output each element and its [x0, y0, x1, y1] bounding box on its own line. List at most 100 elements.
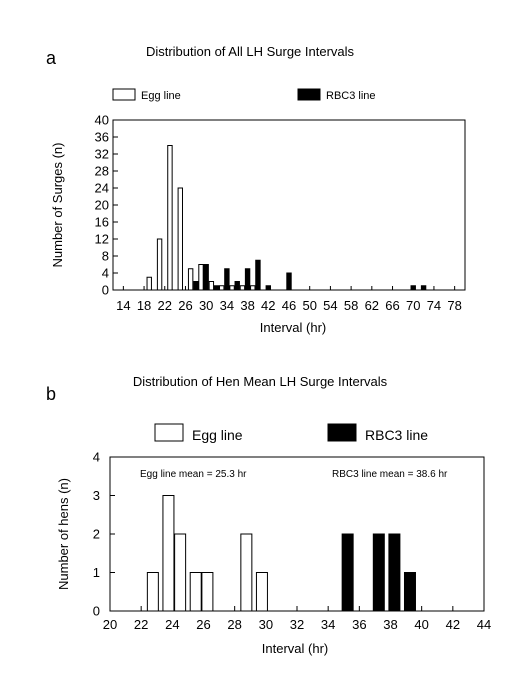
- panel-a-y-tick-label: 0: [102, 283, 109, 298]
- panel-a-x-tick-label: 58: [344, 298, 358, 313]
- panel-a-bar-egg: [187, 268, 194, 291]
- panel-b-x-tick-label: 36: [352, 617, 366, 632]
- panel-b-bars: [146, 495, 416, 612]
- panel-a-x-tick-label: 78: [447, 298, 461, 313]
- panel-b-x-tick-label: 20: [103, 617, 117, 632]
- panel-a-bar-rbc3: [234, 281, 240, 291]
- panel-a-x-axis: 14 18 22 26 30 34 38 42 46 50 54 58 62 66 70 74 78: [116, 286, 462, 313]
- panel-b-x-tick-label: 40: [414, 617, 428, 632]
- panel-a-x-tick-label: 18: [137, 298, 151, 313]
- panel-a-legend-swatch-rbc3: [297, 88, 321, 101]
- panel-b-x-tick-label: 30: [259, 617, 273, 632]
- panel-a-plot-frame: [112, 119, 466, 291]
- panel-b-x-tick-label: 34: [321, 617, 335, 632]
- panel-a-y-tick-label: 16: [95, 215, 109, 230]
- panel-a-bar-egg: [208, 281, 215, 291]
- panel-a-bar-rbc3: [286, 272, 292, 291]
- panel-a: a Distribution of All LH Surge Intervals…: [46, 44, 466, 335]
- panel-b-legend-swatch-rbc3: [327, 423, 357, 442]
- panel-a-bar-egg: [219, 285, 225, 291]
- panel-a-y-axis: 0 4 8 12 16 20 24 28 32 36 40: [95, 113, 118, 298]
- panel-a-y-tick-label: 32: [95, 147, 109, 162]
- panel-a-bar-rbc3: [193, 281, 199, 291]
- panel-b-bar-egg: [146, 572, 159, 612]
- panel-b-bar-egg: [174, 533, 187, 612]
- panel-b-legend: Egg line RBC3 line: [154, 423, 428, 443]
- panel-a-bar-egg: [177, 187, 183, 291]
- panel-a-x-tick-label: 62: [365, 298, 379, 313]
- panel-b-x-tick-label: 32: [290, 617, 304, 632]
- panel-a-bar-rbc3: [265, 285, 271, 291]
- panel-b-x-tick-label: 42: [446, 617, 460, 632]
- panel-a-bar-egg: [198, 264, 204, 291]
- panel-a-x-tick-label: 50: [302, 298, 316, 313]
- panel-a-bar-egg: [156, 238, 163, 291]
- panel-b-y-tick-label: 0: [93, 604, 100, 619]
- panel-a-x-tick-label: 34: [220, 298, 234, 313]
- panel-a-y-tick-label: 8: [102, 249, 109, 264]
- panel-b-bar-rbc3: [388, 533, 401, 612]
- panel-a-legend-label-rbc3: RBC3 line: [326, 90, 376, 102]
- panel-a-x-tick-label: 30: [199, 298, 213, 313]
- panel-b-bar-rbc3: [372, 533, 385, 612]
- panel-a-y-axis-label: Number of Surges (n): [50, 143, 65, 268]
- panel-b-y-tick-label: 3: [93, 488, 100, 503]
- panel-a-y-tick-label: 4: [102, 266, 109, 281]
- panel-a-x-axis-label: Interval (hr): [260, 320, 326, 335]
- panel-b-x-tick-label: 38: [383, 617, 397, 632]
- panel-b-legend-label-egg: Egg line: [192, 427, 243, 443]
- panel-b-bar-rbc3: [341, 533, 354, 612]
- panel-a-y-tick-label: 28: [95, 164, 109, 179]
- panel-a-bar-egg: [167, 145, 173, 291]
- panel-a-bar-rbc3: [224, 268, 230, 291]
- panel-a-x-tick-label: 42: [261, 298, 275, 313]
- panel-a-y-tick-label: 12: [95, 232, 109, 247]
- panel-b-bar-egg: [255, 572, 268, 612]
- panel-a-bar-egg: [146, 276, 152, 291]
- panel-b-x-tick-label: 44: [477, 617, 491, 632]
- panel-a-bar-rbc3: [255, 259, 261, 291]
- panel-b-annotation-egg-mean: Egg line mean = 25.3 hr: [140, 469, 247, 480]
- panel-b-x-tick-label: 26: [196, 617, 210, 632]
- panel-a-x-tick-label: 66: [385, 298, 399, 313]
- panel-a-legend-swatch-egg: [112, 88, 136, 101]
- panel-a-bar-egg: [239, 285, 246, 291]
- panel-b-x-tick-label: 24: [165, 617, 179, 632]
- panel-b-y-axis-label: Number of hens (n): [56, 478, 71, 590]
- panel-a-x-tick-label: 26: [178, 298, 192, 313]
- panel-a-title: Distribution of All LH Surge Intervals: [146, 44, 355, 59]
- panel-a-bar-egg: [250, 285, 256, 291]
- panel-a-bars: [146, 145, 427, 291]
- panel-b-bar-egg: [162, 495, 175, 612]
- panel-a-x-tick-label: 46: [282, 298, 296, 313]
- panel-a-x-tick-label: 74: [427, 298, 441, 313]
- panel-b-bar-egg: [189, 572, 202, 612]
- panel-b-x-tick-label: 28: [227, 617, 241, 632]
- panel-b-title: Distribution of Hen Mean LH Surge Interv…: [133, 374, 388, 389]
- panel-a-legend-label-egg: Egg line: [141, 90, 181, 102]
- panel-a-label: a: [46, 48, 57, 68]
- panel-a-x-tick-label: 38: [240, 298, 254, 313]
- panel-a-y-tick-label: 36: [95, 130, 109, 145]
- panel-a-bar-egg: [229, 285, 235, 291]
- panel-a-y-tick-label: 24: [95, 181, 109, 196]
- panel-b-annotation-rbc3-mean: RBC3 line mean = 38.6 hr: [332, 469, 448, 480]
- panel-b-x-axis-label: Interval (hr): [262, 641, 328, 656]
- panel-b-x-tick-label: 22: [134, 617, 148, 632]
- panel-b-legend-swatch-egg: [154, 423, 184, 442]
- panel-a-bar-rbc3: [213, 285, 220, 291]
- panel-a-legend: Egg line RBC3 line: [112, 88, 376, 102]
- panel-b-bar-egg: [240, 533, 253, 612]
- panel-a-x-tick-label: 14: [116, 298, 130, 313]
- panel-a-bar-rbc3: [244, 268, 251, 291]
- panel-a-y-tick-label: 20: [95, 198, 109, 213]
- panel-b-x-axis: 20 22 24 26 28 30 32 34 36 38 40 42 44: [103, 606, 491, 632]
- panel-a-x-tick-label: 54: [323, 298, 337, 313]
- panel-a-y-tick-label: 40: [95, 113, 109, 128]
- panel-b: b Distribution of Hen Mean LH Surge Inte…: [46, 374, 491, 656]
- panel-b-y-tick-label: 1: [93, 565, 100, 580]
- panel-a-x-tick-label: 70: [406, 298, 420, 313]
- panel-a-bar-rbc3: [420, 285, 427, 291]
- panel-b-y-tick-label: 2: [93, 527, 100, 542]
